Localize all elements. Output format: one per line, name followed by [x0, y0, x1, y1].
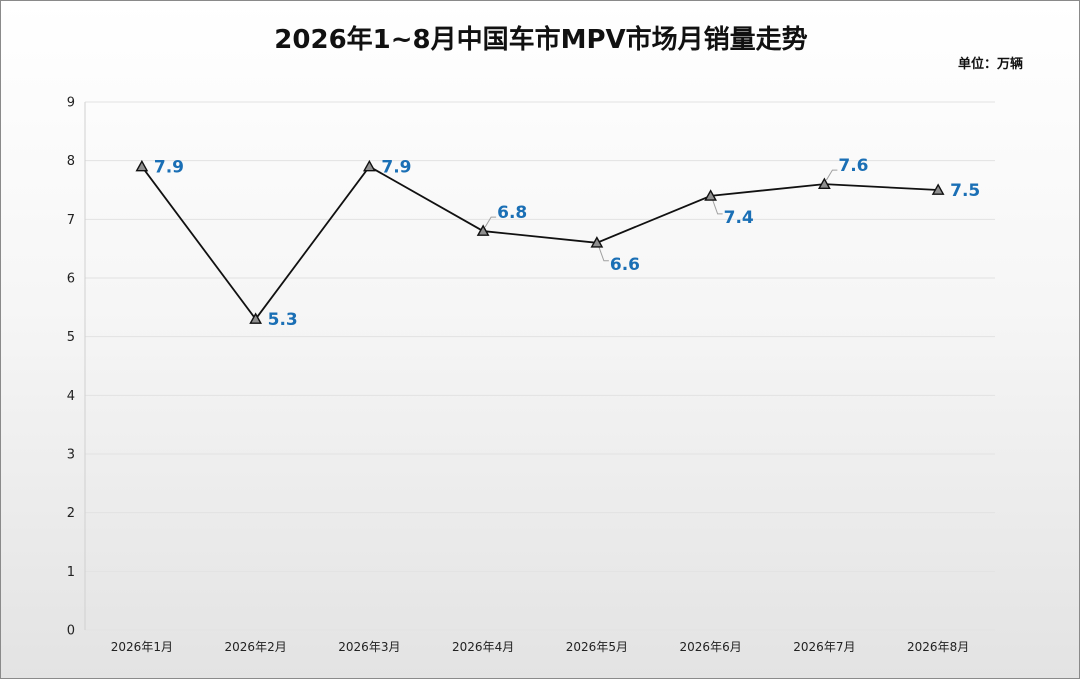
y-tick-label: 7	[67, 213, 75, 228]
y-tick-label: 9	[67, 96, 75, 111]
data-label: 7.6	[838, 156, 868, 176]
label-leader-line	[712, 199, 723, 215]
x-axis-ticks: 2026年1月 2026年2月 2026年3月 2026年4月 2026年5月 2026年…	[111, 640, 969, 654]
data-point-marker	[362, 159, 376, 172]
data-label: 7.9	[154, 158, 184, 178]
label-leader-lines	[484, 169, 838, 262]
label-leader-line	[484, 216, 497, 228]
y-tick-label: 3	[67, 448, 75, 463]
gridlines	[84, 101, 995, 631]
y-tick-label: 8	[67, 154, 75, 169]
y-tick-label: 5	[67, 330, 75, 345]
x-tick-label: 2026年3月	[338, 640, 400, 654]
data-label: 6.6	[610, 255, 640, 275]
y-tick-label: 1	[67, 565, 75, 580]
unit-label: 单位：万辆	[957, 57, 1023, 72]
series-line-group	[141, 165, 939, 321]
data-labels: 7.9 5.3 7.9 6.8 6.6 7.4 7.6 7.5	[154, 156, 980, 330]
data-point-marker	[249, 312, 263, 324]
y-tick-label: 6	[67, 272, 75, 287]
y-axis-ticks: 0 1 2 3 4 5 6 7 8 9	[67, 96, 75, 639]
chart-title: 2026年1~8月中国车市MPV市场月销量走势	[274, 25, 808, 55]
data-point-marker	[590, 236, 604, 248]
x-tick-label: 2026年6月	[680, 640, 742, 654]
x-tick-label: 2026年4月	[452, 640, 514, 654]
y-tick-label: 2	[67, 506, 75, 521]
data-point-marker	[704, 189, 718, 201]
y-tick-label: 4	[67, 389, 75, 404]
data-label: 6.8	[497, 203, 527, 223]
point-markers	[135, 159, 945, 324]
data-point-marker	[931, 183, 945, 195]
data-label: 7.4	[724, 208, 754, 228]
y-tick-label: 0	[67, 624, 75, 639]
data-point-marker	[817, 177, 831, 189]
data-point-marker	[135, 159, 149, 172]
data-point-marker	[476, 224, 490, 236]
x-tick-label: 2026年5月	[566, 640, 628, 654]
x-tick-label: 2026年2月	[225, 640, 287, 654]
data-label: 5.3	[268, 310, 298, 330]
label-leader-line	[825, 169, 838, 181]
x-tick-label: 2026年7月	[793, 640, 855, 654]
data-label: 7.9	[381, 158, 411, 178]
x-tick-label: 2026年1月	[111, 640, 173, 654]
x-tick-label: 2026年8月	[907, 640, 969, 654]
label-leader-line	[598, 246, 609, 262]
data-label: 7.5	[950, 181, 980, 201]
series-line	[141, 165, 939, 321]
